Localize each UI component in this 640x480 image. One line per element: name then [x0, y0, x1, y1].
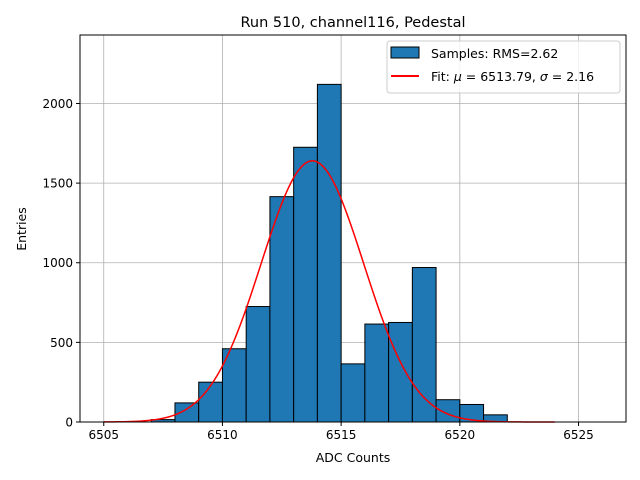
x-tick-label: 6505 [88, 428, 119, 442]
x-tick-label: 6510 [207, 428, 238, 442]
histogram-bar [245, 306, 271, 423]
histogram-bar [411, 267, 437, 423]
x-axis-ticks: 6505 6510 6515 6520 6525 [88, 422, 594, 442]
x-tick-label: 6525 [563, 428, 594, 442]
y-tick-label: 0 [65, 416, 73, 430]
legend: Samples: RMS=2.62 Fit: μ = 6513.79, σ = … [386, 40, 621, 94]
histogram-bar [174, 402, 200, 423]
y-axis-ticks: 0 500 1000 1500 2000 [42, 97, 80, 430]
histogram-bar [435, 399, 461, 423]
histogram-bar [316, 83, 342, 423]
fit-curve [103, 160, 555, 423]
y-tick-label: 2000 [42, 97, 73, 111]
histogram-bar [340, 363, 366, 423]
legend-box [386, 40, 621, 94]
x-tick-label: 6515 [326, 428, 357, 442]
histogram-bar [388, 321, 413, 423]
legend-fit-sigma-symbol: σ [540, 69, 549, 84]
histogram-bar [198, 381, 223, 423]
legend-fit-sigma-value: 2.16 [566, 69, 594, 84]
legend-samples-swatch [390, 46, 420, 59]
histogram-bar [293, 146, 318, 423]
plot-frame [79, 34, 627, 423]
y-tick-label: 1000 [42, 256, 73, 270]
legend-fit-mu-value: 6513.79 [480, 69, 532, 84]
chart-title: Run 510, channel116, Pedestal [240, 15, 465, 31]
legend-fit-mu-symbol: μ [453, 69, 462, 84]
legend-fit-label: Fit: μ = 6513.79, σ = 2.16 [431, 69, 594, 84]
y-tick-label: 500 [50, 336, 73, 350]
x-tick-label: 6520 [445, 428, 476, 442]
histogram-bars [150, 83, 508, 423]
histogram-bar [364, 323, 390, 423]
histogram-bar [269, 196, 295, 423]
legend-samples-label: Samples: RMS=2.62 [431, 46, 558, 61]
x-axis-label: ADC Counts [316, 450, 391, 465]
y-tick-label: 1500 [42, 177, 73, 191]
y-axis-label: Entries [14, 207, 29, 251]
